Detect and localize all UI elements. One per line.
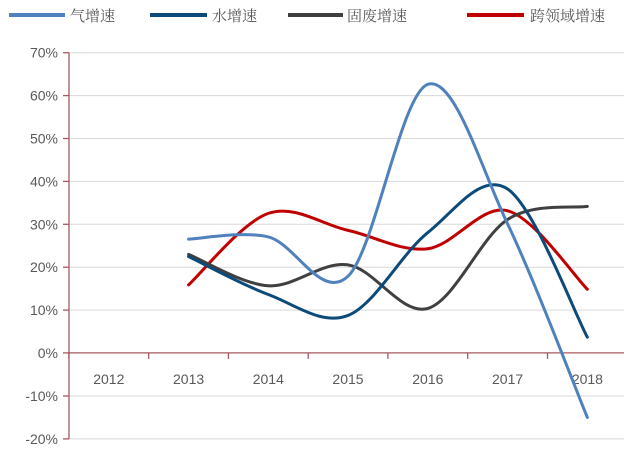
- svg-text:2017: 2017: [492, 371, 523, 387]
- svg-text:2015: 2015: [332, 371, 363, 387]
- svg-text:气增速: 气增速: [70, 7, 115, 25]
- svg-text:固废增速: 固废增速: [347, 7, 407, 25]
- svg-text:60%: 60%: [30, 88, 58, 104]
- svg-text:0%: 0%: [38, 345, 58, 361]
- svg-text:20%: 20%: [30, 259, 58, 275]
- svg-text:跨领域增速: 跨领域增速: [530, 7, 605, 25]
- svg-text:10%: 10%: [30, 302, 58, 318]
- svg-text:水增速: 水增速: [212, 7, 257, 25]
- svg-text:-20%: -20%: [25, 431, 58, 447]
- svg-text:2012: 2012: [93, 371, 124, 387]
- svg-text:40%: 40%: [30, 173, 58, 189]
- svg-text:50%: 50%: [30, 131, 58, 147]
- svg-text:2018: 2018: [572, 371, 603, 387]
- svg-text:2016: 2016: [412, 371, 443, 387]
- svg-text:-10%: -10%: [25, 388, 58, 404]
- svg-text:2014: 2014: [253, 371, 284, 387]
- svg-text:30%: 30%: [30, 216, 58, 232]
- svg-text:70%: 70%: [30, 45, 58, 61]
- svg-text:2013: 2013: [173, 371, 204, 387]
